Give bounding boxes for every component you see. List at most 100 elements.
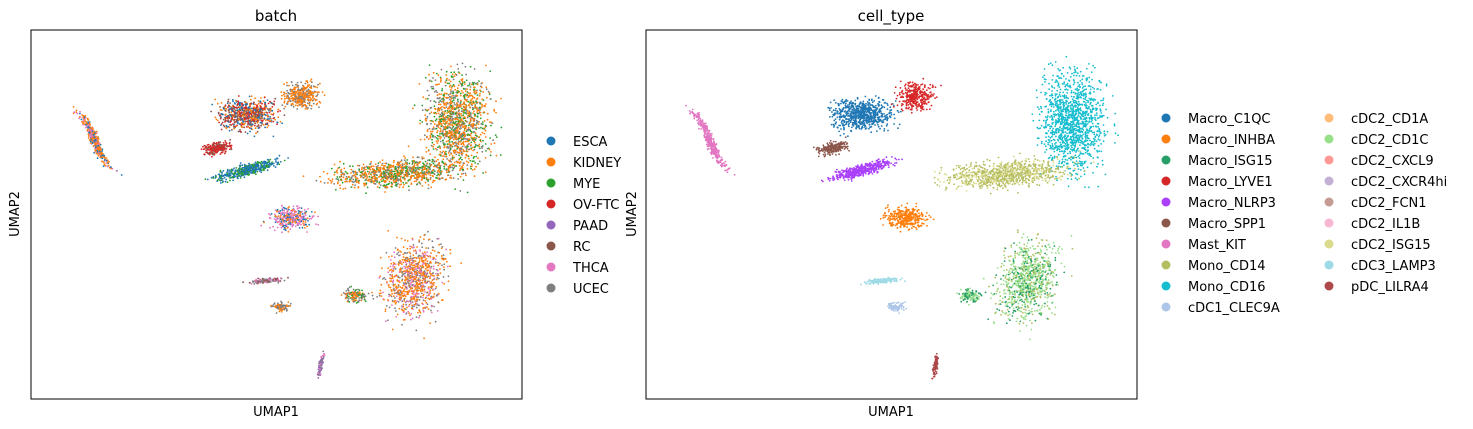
scatter-point bbox=[468, 104, 470, 106]
scatter-point bbox=[384, 191, 386, 193]
scatter-point bbox=[386, 171, 388, 174]
scatter-point bbox=[379, 289, 382, 292]
scatter-point bbox=[410, 290, 413, 293]
scatter-point bbox=[437, 74, 440, 77]
scatter-point bbox=[386, 168, 389, 171]
scatter-point bbox=[395, 295, 398, 298]
scatter-point bbox=[341, 181, 344, 184]
scatter-point bbox=[420, 179, 423, 182]
scatter-point bbox=[259, 105, 262, 108]
scatter-point bbox=[391, 328, 394, 331]
scatter-point bbox=[457, 100, 459, 103]
scatter-point bbox=[432, 87, 435, 90]
scatter-point bbox=[312, 215, 315, 217]
scatter-point bbox=[282, 93, 285, 96]
scatter-point bbox=[433, 172, 435, 175]
scatter-point bbox=[416, 264, 419, 267]
scatter-point bbox=[402, 284, 405, 287]
scatter-point bbox=[250, 125, 253, 128]
scatter-point bbox=[437, 158, 439, 161]
scatter-point bbox=[391, 281, 394, 284]
scatter-point bbox=[211, 103, 214, 106]
scatter-point bbox=[239, 106, 241, 109]
scatter-point bbox=[318, 91, 320, 94]
scatter-point bbox=[340, 170, 343, 173]
scatter-point bbox=[442, 122, 445, 124]
scatter-point bbox=[249, 122, 251, 125]
scatter-point bbox=[403, 252, 406, 254]
scatter-point bbox=[433, 293, 436, 295]
scatter-point bbox=[453, 75, 456, 78]
scatter-point bbox=[422, 174, 424, 177]
scatter-point bbox=[310, 211, 313, 213]
scatter-point bbox=[482, 172, 484, 174]
scatter-point bbox=[339, 184, 341, 187]
scatter-point bbox=[301, 105, 304, 108]
scatter-point bbox=[404, 275, 406, 277]
scatter-point bbox=[354, 170, 357, 173]
scatter-point bbox=[417, 172, 419, 174]
scatter-point bbox=[420, 270, 423, 273]
scatter-point bbox=[462, 179, 465, 182]
scatter-point bbox=[415, 268, 417, 271]
scatter-point bbox=[419, 289, 422, 291]
scatter-point bbox=[427, 165, 429, 168]
scatter-point bbox=[454, 95, 457, 97]
scatter-point bbox=[433, 123, 436, 125]
scatter-point bbox=[444, 143, 446, 146]
scatter-point bbox=[294, 104, 297, 107]
scatter-point bbox=[393, 256, 396, 259]
scatter-point bbox=[318, 106, 320, 108]
scatter-point bbox=[284, 97, 286, 100]
scatter-point bbox=[283, 91, 285, 94]
scatter-point bbox=[459, 94, 462, 97]
scatter-point bbox=[467, 96, 470, 98]
scatter-point bbox=[434, 156, 436, 159]
scatter-point bbox=[396, 163, 398, 166]
scatter-point bbox=[343, 173, 346, 176]
scatter-point bbox=[401, 267, 404, 270]
scatter-point bbox=[375, 173, 378, 176]
scatter-point bbox=[433, 115, 436, 118]
scatter-point bbox=[229, 113, 232, 116]
scatter-point bbox=[431, 305, 433, 308]
scatter-point bbox=[484, 124, 487, 127]
scatter-point bbox=[466, 88, 468, 90]
scatter-point bbox=[245, 103, 248, 105]
scatter-point bbox=[419, 283, 421, 286]
scatter-point bbox=[405, 271, 407, 274]
scatter-point bbox=[458, 105, 461, 108]
scatter-point bbox=[393, 159, 395, 162]
scatter-point bbox=[240, 168, 243, 171]
scatter-point bbox=[276, 123, 278, 126]
scatter-point bbox=[206, 178, 209, 181]
scatter-point bbox=[403, 265, 405, 268]
scatter-point bbox=[291, 84, 294, 87]
scatter-point bbox=[386, 299, 389, 301]
scatter-point bbox=[302, 88, 304, 91]
scatter-point bbox=[226, 117, 229, 120]
scatter-point bbox=[326, 172, 329, 175]
scatter-point bbox=[391, 275, 394, 278]
scatter-point bbox=[308, 84, 311, 86]
scatter-point bbox=[410, 278, 413, 281]
scatter-point bbox=[252, 103, 255, 105]
scatter-point bbox=[476, 121, 479, 124]
scatter-point bbox=[217, 148, 219, 151]
scatter-point bbox=[342, 176, 345, 179]
scatter-point bbox=[237, 130, 240, 133]
scatter-point bbox=[434, 287, 437, 290]
scatter-point bbox=[433, 105, 436, 108]
scatter-point bbox=[319, 101, 322, 104]
scatter-point bbox=[288, 84, 290, 87]
scatter-point bbox=[402, 261, 405, 264]
scatter-point bbox=[426, 122, 428, 125]
scatter-point bbox=[416, 246, 418, 248]
scatter-point bbox=[454, 130, 457, 133]
scatter-point bbox=[409, 247, 412, 250]
scatter-point bbox=[429, 174, 432, 177]
scatter-point bbox=[466, 191, 469, 194]
scatter-point bbox=[416, 295, 419, 298]
scatter-point bbox=[474, 162, 477, 164]
scatter-point bbox=[388, 180, 391, 183]
